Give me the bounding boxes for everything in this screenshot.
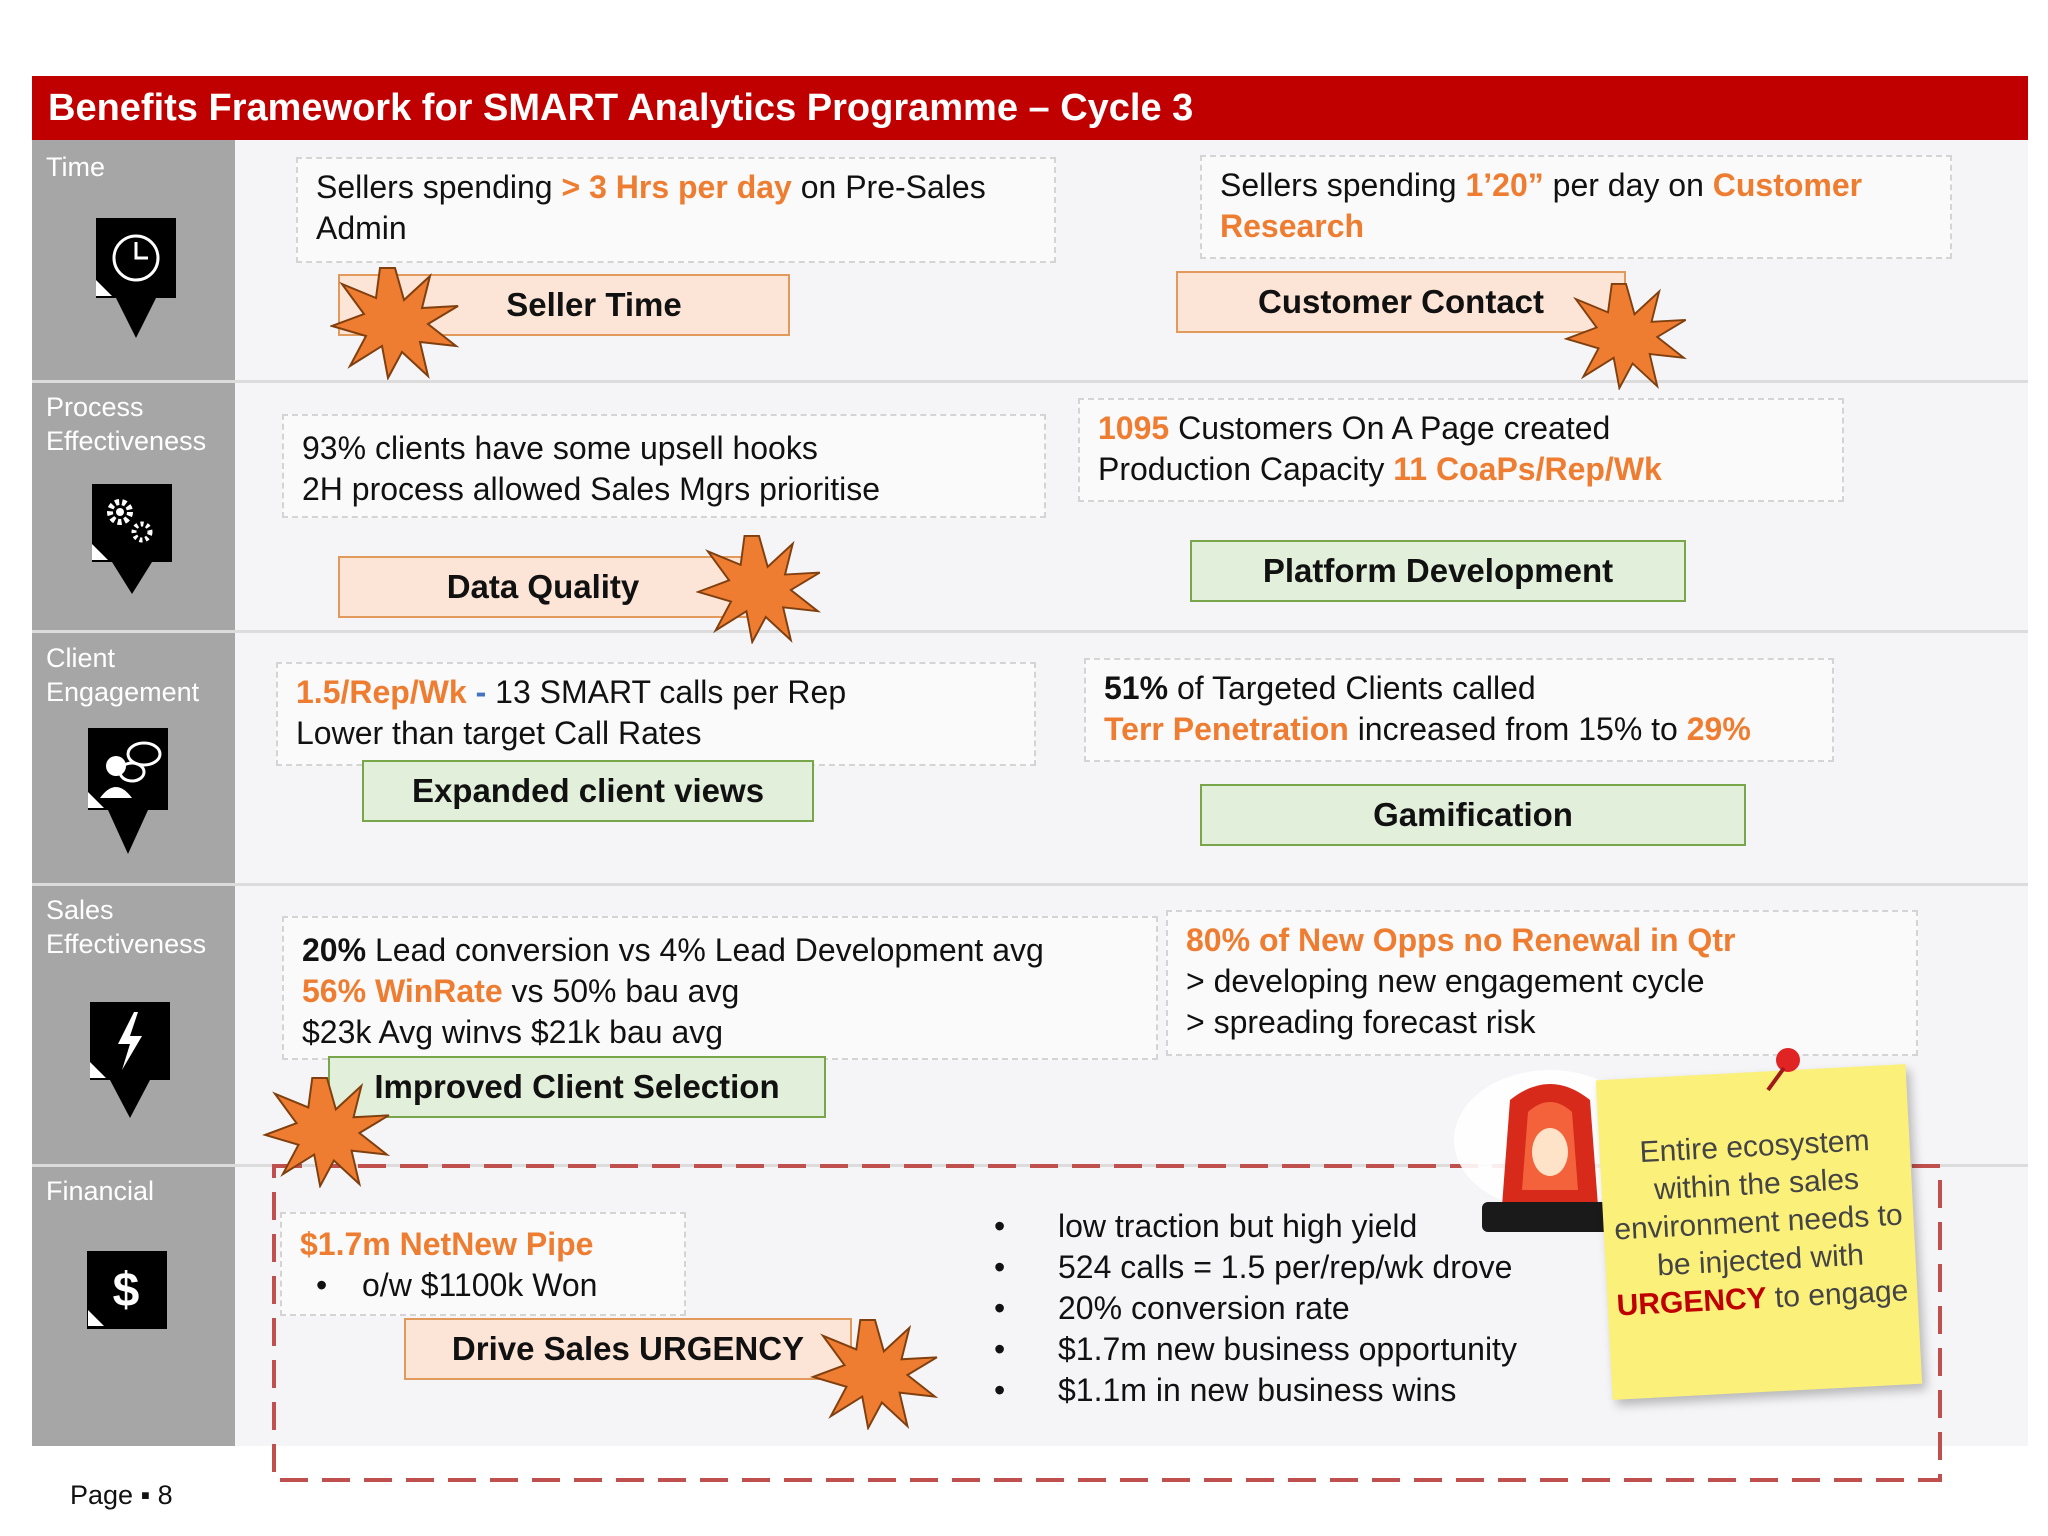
lead-conversion-metric: 20% Lead conversion vs 4% Lead Developme… [282,916,1158,1060]
urgency-frame [272,1164,1942,1482]
row-label-process: Process Effectiveness [46,392,207,456]
row-divider [32,380,2028,383]
gears-icon [92,484,172,594]
clock-icon [96,218,176,338]
list-item: $1.1m in new business wins [994,1370,1614,1411]
list-item: $1.7m new business opportunity [994,1329,1614,1370]
starburst-icon [262,1076,391,1188]
people-chat-icon [88,728,168,854]
starburst-icon [696,534,822,644]
gamification-label: Gamification [1200,784,1746,846]
list-item: 20% conversion rate [994,1288,1614,1329]
improved-client-selection-label: Improved Client Selection [328,1056,826,1118]
row-label-client: Client Engagement [46,643,200,707]
row-label-financial: Financial [46,1176,155,1206]
page-number: Page ▪ 8 [70,1480,173,1510]
starburst-icon [330,267,460,380]
pushpin-icon [1766,1048,1800,1092]
row-label-sales: Sales Effectiveness [46,895,207,959]
list-item: low traction but high yield [994,1206,1614,1247]
dollar-icon: $ [87,1251,167,1329]
new-opps-metric: 80% of New Opps no Renewal in Qtr > deve… [1166,910,1918,1056]
seller-time-metric: Sellers spending > 3 Hrs per day on Pre-… [296,157,1056,263]
row-label-time: Time [46,152,105,182]
expanded-client-views-label: Expanded client views [362,760,814,822]
financial-bullets: low traction but high yield 524 calls = … [994,1206,1614,1411]
row-divider [32,630,2028,633]
lightning-icon [90,1002,170,1118]
starburst-icon [1564,282,1687,390]
customer-research-metric: Sellers spending 1’20” per day on Custom… [1200,155,1952,259]
sticky-note: Entire ecosystem within the sales enviro… [1595,1064,1923,1400]
customer-contact-label: Customer Contact [1176,271,1626,333]
svg-text:$: $ [113,1264,140,1317]
list-item: 524 calls = 1.5 per/rep/wk drove [994,1247,1614,1288]
call-rate-metric: 1.5/Rep/Wk - 13 SMART calls per Rep Lowe… [276,662,1036,766]
data-quality-label: Data Quality [338,556,748,618]
netnew-pipe-metric: $1.7m NetNew Pipe • o/w $1100k Won [280,1212,686,1316]
page-title: Benefits Framework for SMART Analytics P… [32,76,2028,140]
penetration-metric: 51% of Targeted Clients called Terr Pene… [1084,658,1834,762]
platform-development-label: Platform Development [1190,540,1686,602]
coaps-metric: 1095 Customers On A Page created Product… [1078,398,1844,502]
upsell-hooks-metric: 93% clients have some upsell hooks 2H pr… [282,414,1046,518]
row-divider [32,883,2028,886]
starburst-icon [810,1318,939,1430]
